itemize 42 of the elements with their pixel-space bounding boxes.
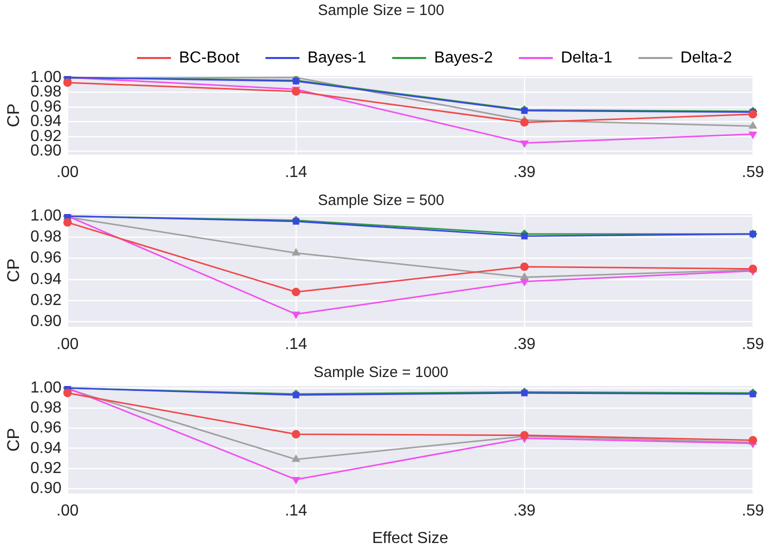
y-tick-label: 0.92: [30, 128, 62, 145]
y-tick-label: 1.00: [30, 379, 62, 396]
x-tick-label: .14: [284, 502, 308, 520]
legend-label: Delta-2: [680, 49, 732, 66]
y-tick-label: 0.94: [30, 440, 62, 457]
y-tick-label: 0.98: [30, 228, 62, 246]
y-tick-label: 0.90: [30, 312, 62, 330]
chart-title: Sample Size = 500: [318, 192, 444, 210]
y-tick-label: 1.00: [30, 68, 62, 86]
legend-label: Delta-1: [560, 49, 613, 66]
chart-title: Sample Size = 1000: [314, 364, 448, 382]
y-tick-label: 0.98: [30, 400, 62, 417]
y-tick-label: 0.92: [30, 460, 62, 477]
x-tick-label: .00: [56, 164, 79, 181]
legend-label: BC-Boot: [178, 49, 240, 66]
chart-title: Sample Size = 100: [318, 2, 444, 20]
y-tick-label: 0.94: [30, 113, 62, 130]
x-tick-label: .59: [742, 336, 764, 353]
x-tick-label: .14: [284, 336, 308, 353]
x-tick-label: .59: [742, 502, 764, 520]
y-tick-label: 0.90: [30, 480, 62, 497]
y-tick-label: 0.94: [30, 270, 62, 288]
y-tick-label: 0.90: [30, 142, 62, 160]
x-tick-label: .00: [56, 336, 79, 353]
y-tick-label: 0.92: [30, 292, 62, 309]
x-tick-label: .00: [56, 502, 79, 520]
y-axis-title: CP: [4, 104, 23, 128]
x-tick-label: .39: [513, 502, 536, 520]
y-tick-label: 1.00: [30, 208, 62, 225]
legend-label: Bayes-2: [434, 49, 493, 66]
x-tick-label: .14: [284, 164, 308, 181]
y-axis-title: CP: [4, 428, 23, 452]
x-tick-label: .39: [513, 336, 536, 353]
x-tick-label: .59: [742, 164, 764, 181]
y-tick-label: 0.96: [30, 98, 62, 116]
y-tick-label: 0.96: [30, 250, 62, 267]
y-axis-title: CP: [4, 258, 23, 282]
legend-label: Bayes-1: [307, 49, 366, 66]
x-tick-label: .39: [513, 164, 536, 181]
x-axis-title: Effect Size: [372, 530, 448, 547]
y-tick-label: 0.98: [30, 84, 62, 101]
y-tick-label: 0.96: [30, 420, 62, 437]
